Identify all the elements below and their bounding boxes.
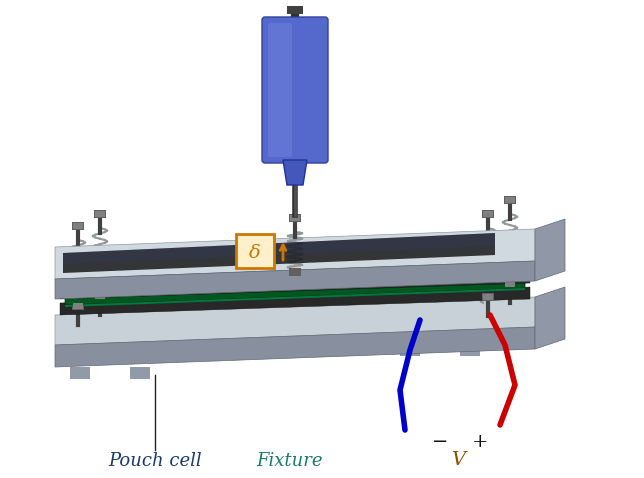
Polygon shape [55,297,535,345]
Text: V: V [451,451,465,469]
FancyBboxPatch shape [236,234,274,268]
Bar [94,210,106,218]
Bar [483,294,493,300]
Bar [504,280,516,288]
Bar [95,211,105,217]
Polygon shape [55,261,535,299]
Text: Pouch cell: Pouch cell [108,452,202,470]
Bar [400,344,420,356]
Bar [289,268,301,276]
FancyBboxPatch shape [268,23,292,157]
Bar [130,367,150,379]
Polygon shape [63,233,495,264]
Text: δ: δ [249,244,261,262]
Polygon shape [55,327,535,367]
Bar [505,281,515,287]
Polygon shape [535,287,565,349]
Polygon shape [283,160,307,185]
Bar [95,293,105,299]
Bar [505,197,515,203]
Bar [504,196,516,204]
Polygon shape [55,229,535,279]
Bar [483,211,493,217]
Polygon shape [60,287,530,315]
Bar [482,210,494,218]
Text: Fixture: Fixture [257,452,323,470]
Polygon shape [63,233,495,273]
Bar [72,222,84,230]
Text: +: + [472,433,488,451]
Bar [287,6,303,14]
Bar [73,303,83,309]
Bar [70,367,90,379]
Text: −: − [432,433,448,451]
Polygon shape [65,280,525,305]
Polygon shape [60,261,530,299]
Polygon shape [65,288,525,307]
Bar [94,292,106,300]
Bar [289,214,301,222]
Bar [460,344,480,356]
Polygon shape [535,219,565,281]
Bar [290,215,300,221]
Bar [73,223,83,229]
FancyBboxPatch shape [262,17,328,163]
Bar [482,293,494,301]
Bar [72,302,84,310]
